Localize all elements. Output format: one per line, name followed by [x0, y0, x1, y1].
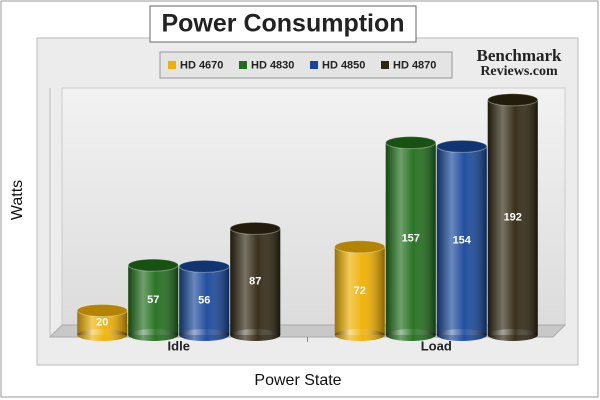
bar-base-shade	[77, 329, 128, 341]
bar-cap-shade	[487, 93, 538, 106]
bar-cap-shade	[436, 140, 487, 153]
y-axis-label: Watts	[9, 180, 26, 220]
legend-label: HD 4870	[393, 59, 436, 71]
data-label: 192	[504, 211, 522, 223]
legend-label: HD 4670	[180, 59, 223, 71]
bar-cap-shade	[385, 136, 436, 149]
bar-shade	[230, 228, 281, 335]
bar-cap	[487, 93, 539, 107]
data-label: 56	[198, 295, 210, 307]
bar-cap	[385, 136, 437, 150]
x-tick-label: Idle	[168, 338, 190, 353]
x-tick-label: Load	[421, 338, 452, 353]
x-axis-label: Power State	[254, 372, 341, 389]
bar-shade	[385, 142, 436, 335]
bar-base-shade	[179, 329, 230, 341]
watermark: Reviews.com	[480, 64, 558, 79]
bar-cap-shade	[179, 260, 230, 273]
legend-swatch	[381, 61, 389, 69]
bar-cap	[436, 139, 488, 153]
bar-cap-shade	[128, 259, 179, 272]
bar-cap-shade	[334, 240, 385, 253]
bar-base-shade	[487, 329, 538, 341]
data-label: 87	[249, 276, 261, 288]
watermark: Benchmark	[477, 46, 563, 65]
bar-shade	[487, 99, 538, 335]
bar-shade	[128, 265, 179, 335]
bar-cap	[76, 304, 128, 317]
bar-cap	[229, 221, 281, 235]
bar-cap	[178, 259, 230, 273]
legend-swatch	[310, 61, 318, 69]
bar-base-shade	[128, 329, 179, 341]
data-label: 20	[96, 317, 108, 329]
legend-label: HD 4850	[322, 59, 365, 71]
bar-shade	[179, 266, 230, 335]
title-box	[149, 5, 417, 43]
bar-cap-shade	[77, 304, 128, 317]
data-label: 154	[453, 235, 472, 247]
legend-label: HD 4830	[251, 59, 294, 71]
bar-base-shade	[334, 329, 385, 341]
bar-cap	[127, 258, 179, 272]
legend-swatch	[168, 61, 176, 69]
bar-base-shade	[230, 329, 281, 341]
bar-shade	[334, 246, 385, 335]
legend-swatch	[239, 61, 247, 69]
data-label: 157	[402, 233, 420, 245]
bar-base-shade	[436, 329, 487, 341]
data-label: 72	[354, 285, 366, 297]
bar-cap-shade	[230, 222, 281, 235]
floor	[48, 324, 567, 338]
chart-title: Power Consumption	[161, 10, 404, 38]
legend-box	[159, 51, 453, 79]
bar-shade	[436, 146, 487, 335]
bar-base-shade	[385, 329, 436, 341]
data-label: 57	[147, 294, 159, 306]
bar-cap	[334, 240, 386, 254]
